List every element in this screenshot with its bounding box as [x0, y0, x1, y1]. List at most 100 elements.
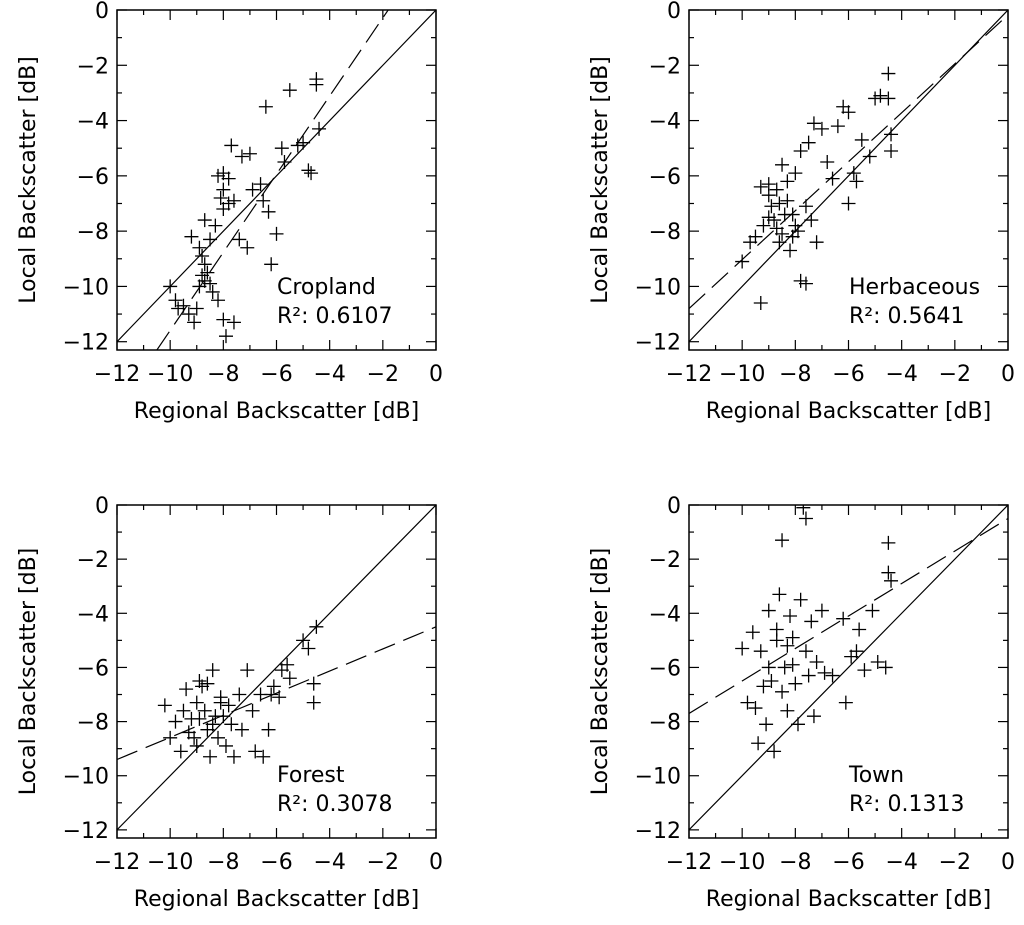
data-point	[767, 744, 782, 759]
identity-line	[689, 505, 1008, 831]
x-tick-label: −4	[313, 362, 345, 387]
y-tick-label: −12	[63, 331, 109, 356]
x-axis-title: Regional Backscatter [dB]	[706, 399, 991, 424]
data-point	[245, 703, 260, 718]
data-point	[780, 703, 795, 718]
data-point	[836, 611, 851, 626]
data-point	[218, 329, 233, 344]
data-point	[197, 703, 212, 718]
data-point	[205, 663, 220, 678]
data-point	[240, 663, 255, 678]
data-point	[232, 687, 247, 702]
data-point	[878, 660, 893, 675]
fit-line	[689, 518, 1008, 714]
fit-line	[117, 626, 436, 761]
data-point	[200, 676, 215, 691]
data-point	[181, 307, 196, 322]
data-point	[213, 695, 228, 710]
x-tick-label: 0	[1001, 362, 1015, 387]
x-tick-label: −6	[260, 850, 292, 875]
data-point	[753, 179, 768, 194]
y-tick-label: 0	[95, 494, 109, 519]
y-tick-label: −2	[77, 548, 109, 573]
y-tick-label: −12	[635, 819, 681, 844]
data-point	[775, 157, 790, 172]
panel-label: Herbaceous	[849, 275, 980, 300]
data-point	[226, 749, 241, 764]
data-point	[798, 511, 813, 526]
data-point	[274, 141, 289, 156]
y-tick-label: 0	[667, 494, 681, 519]
data-point	[854, 132, 869, 147]
data-point	[216, 166, 231, 181]
data-point	[849, 174, 864, 189]
data-point	[312, 121, 327, 136]
y-tick-label: 0	[95, 0, 109, 24]
data-point	[852, 622, 867, 637]
y-tick-label: −8	[77, 220, 109, 245]
x-tick-label: 0	[429, 850, 443, 875]
data-point	[841, 196, 856, 211]
plot-area	[689, 505, 1008, 831]
data-point	[796, 505, 811, 515]
r-squared-label: R²: 0.3078	[277, 792, 393, 817]
panel-town: −12 −10 −8 −6 −4 −2 0 0 −2 −4 −6 −8 −10 −12 Regional B…	[588, 494, 1015, 912]
r-squared-label: R²: 0.6107	[277, 304, 393, 329]
data-point	[873, 88, 888, 103]
x-tick-label: −6	[832, 850, 864, 875]
panel-label: Cropland	[277, 275, 376, 300]
x-tick-label: −8	[207, 850, 239, 875]
data-point	[306, 695, 321, 710]
data-point	[218, 738, 233, 753]
data-point	[830, 119, 845, 134]
data-point	[258, 99, 273, 114]
x-tick-label: 0	[1001, 850, 1015, 875]
data-point	[192, 673, 207, 688]
data-point	[173, 744, 188, 759]
data-point	[261, 722, 276, 737]
data-point	[798, 199, 813, 214]
x-axis-title: Regional Backscatter [dB]	[706, 887, 991, 912]
data-point	[772, 196, 787, 211]
data-point	[168, 714, 183, 729]
data-point	[801, 668, 816, 683]
data-point	[793, 592, 808, 607]
data-point	[203, 276, 218, 291]
x-axis-title: Regional Backscatter [dB]	[134, 399, 419, 424]
data-point	[764, 673, 779, 688]
data-point	[221, 171, 236, 186]
data-point	[804, 213, 819, 228]
data-point	[187, 315, 202, 330]
data-point	[783, 243, 798, 258]
y-axis-title: Local Backscatter [dB]	[16, 56, 41, 304]
x-tick-label: −4	[885, 850, 917, 875]
x-tick-label: −4	[313, 850, 345, 875]
x-tick-label: −4	[885, 362, 917, 387]
y-axis-title: Local Backscatter [dB]	[16, 548, 41, 796]
x-tick-label: −12	[666, 362, 712, 387]
data-point	[870, 655, 885, 670]
x-tick-label: 0	[429, 362, 443, 387]
panel-forest: −12 −10 −8 −6 −4 −2 0 0 −2 −4 −6 −8 −10 −12 Regional B…	[16, 494, 443, 912]
data-point	[790, 717, 805, 732]
x-tick-label: −8	[779, 850, 811, 875]
data-point	[181, 725, 196, 740]
data-point	[775, 684, 790, 699]
data-point	[769, 622, 784, 637]
data-point	[216, 709, 231, 724]
data-point	[203, 232, 218, 247]
panel-label: Town	[848, 763, 904, 788]
x-tick-label: −8	[779, 362, 811, 387]
data-point	[301, 641, 316, 656]
data-point	[197, 257, 212, 272]
data-point	[804, 614, 819, 629]
y-tick-label: −2	[649, 548, 681, 573]
data-point	[234, 722, 249, 737]
data-point	[857, 663, 872, 678]
data-point	[309, 619, 324, 634]
data-point	[272, 690, 287, 705]
data-point	[806, 709, 821, 724]
data-point	[205, 717, 220, 732]
data-point	[256, 749, 271, 764]
data-point	[753, 644, 768, 659]
